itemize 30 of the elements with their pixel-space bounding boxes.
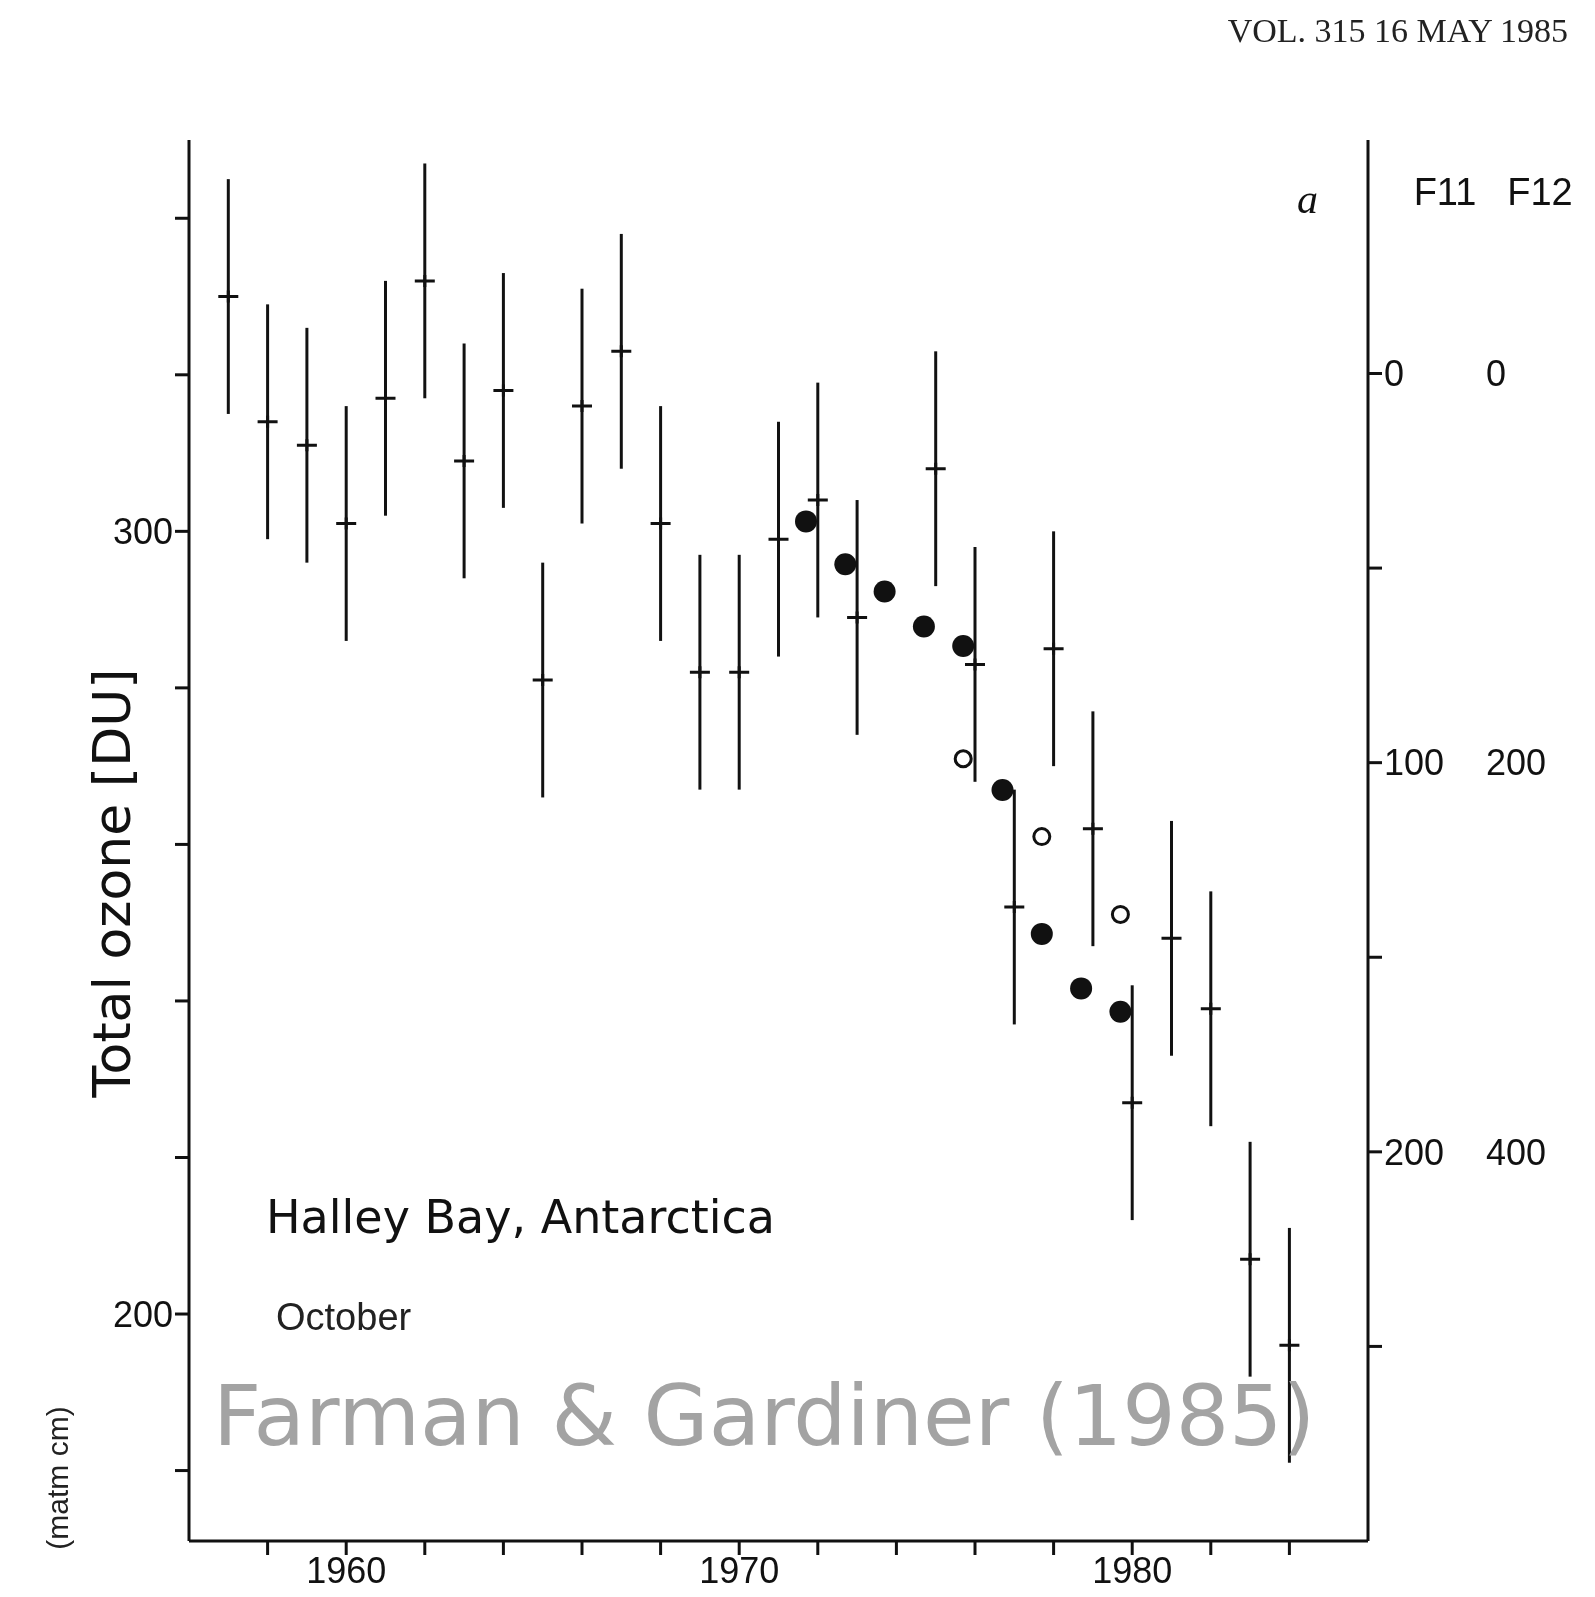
y2-tick-label: 0 bbox=[1384, 353, 1405, 395]
y2-axis-title: F11 bbox=[1413, 171, 1477, 213]
annotation: October bbox=[276, 1296, 412, 1338]
y2-tick-label: 200 bbox=[1384, 1131, 1445, 1173]
point bbox=[1070, 977, 1093, 1000]
annotation: Halley Bay, Antarctica bbox=[266, 1190, 776, 1244]
y3-axis-title: F12 bbox=[1507, 171, 1573, 213]
y-tick-label: 300 bbox=[112, 511, 173, 553]
x-tick-label: 1960 bbox=[306, 1549, 387, 1591]
point bbox=[991, 778, 1014, 801]
point bbox=[834, 553, 857, 576]
point bbox=[1030, 922, 1053, 945]
y-axis-title: Total ozone [DU] bbox=[82, 668, 142, 1099]
x-tick-label: 1970 bbox=[699, 1549, 780, 1591]
point bbox=[952, 634, 975, 657]
y3-tick-label: 400 bbox=[1486, 1131, 1547, 1173]
text: VOL. 315 16 MAY 1985 bbox=[1227, 12, 1568, 49]
text: (matm cm) bbox=[41, 1406, 74, 1550]
point bbox=[1109, 1000, 1132, 1023]
point bbox=[912, 615, 935, 638]
y3-tick-label: 0 bbox=[1486, 353, 1507, 395]
point bbox=[1032, 827, 1052, 847]
y3-tick-label: 200 bbox=[1486, 742, 1547, 784]
point bbox=[1110, 904, 1130, 924]
annotation: a bbox=[1297, 176, 1318, 222]
point bbox=[953, 749, 973, 769]
y2-tick-label: 100 bbox=[1384, 742, 1445, 784]
point bbox=[795, 510, 818, 533]
x-tick-label: 1980 bbox=[1092, 1549, 1173, 1591]
point bbox=[873, 580, 896, 603]
